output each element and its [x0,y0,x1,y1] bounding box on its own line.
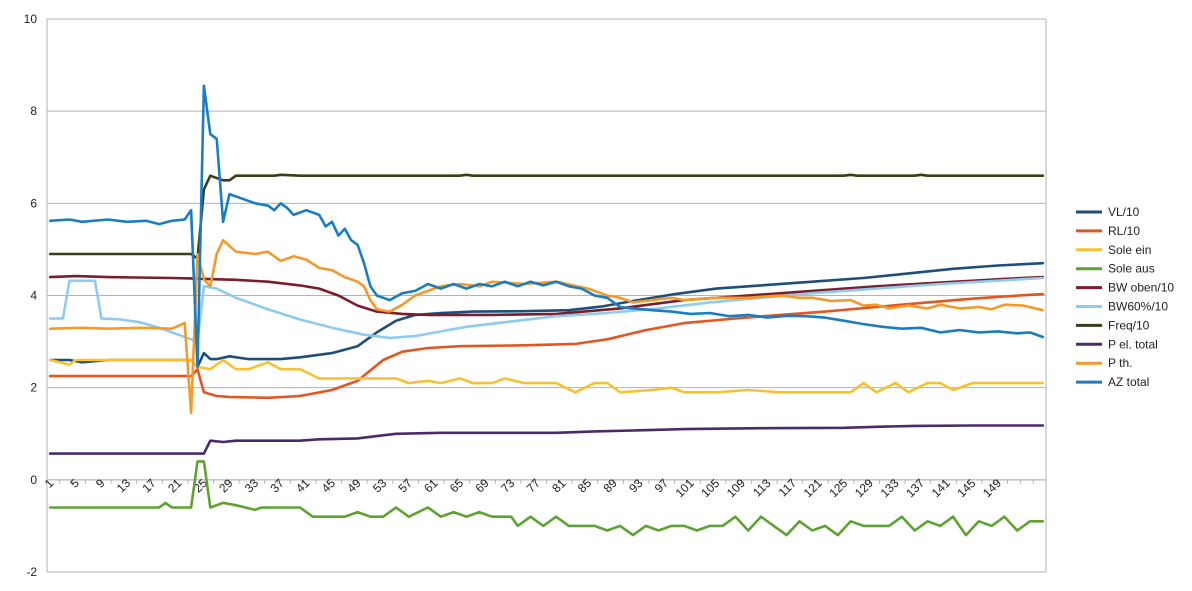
x-tick-label: 5 [67,476,82,491]
x-tick-label: 9 [93,476,108,491]
legend-label: BW oben/10 [1108,281,1174,295]
x-tick-label: 97 [652,476,672,496]
x-tick-label: 41 [293,476,313,496]
x-tick-label: 33 [242,476,262,496]
y-tick-label: 4 [30,289,37,303]
legend: VL/10 RL/10 Sole ein Sole aus BW oben/10 BW60… [1076,205,1174,389]
series-line-rl-10 [48,292,1045,400]
legend-label: P el. total [1108,337,1158,351]
y-tick-label: 2 [30,381,37,395]
legend-label: AZ total [1108,375,1149,389]
y-tick-label: 6 [30,196,37,210]
x-tick-label: 77 [524,476,544,496]
x-tick-label: 21 [165,476,185,496]
x-tick-label: 61 [421,476,441,496]
series-line-sole-aus [48,460,1045,537]
x-tick-label: 49 [344,476,364,496]
x-tick-label: 45 [319,476,339,496]
series-line-freq-10 [48,173,1045,260]
x-tick-label: 17 [139,476,159,496]
legend-label: Freq/10 [1108,318,1150,332]
series-line-az-total [48,84,1045,369]
x-tick-label: 65 [447,476,467,496]
x-tick-label: 69 [472,476,492,496]
series-lines [48,84,1045,537]
y-tick-label: 0 [30,473,37,487]
x-tick-label: 53 [370,476,390,496]
series-line-bw60-10 [48,276,1045,343]
x-tick-label: 93 [626,476,646,496]
series-line-bw-oben-10 [48,274,1045,317]
x-tick-label: 29 [216,476,236,496]
legend-label: RL/10 [1108,224,1140,238]
y-axis-ticks: -2 0 2 4 6 8 10 [24,12,38,579]
legend-label: P th. [1108,356,1132,370]
x-tick-label: 89 [601,476,621,496]
y-tick-label: -2 [26,565,37,579]
legend-label: BW60%/10 [1108,300,1168,314]
legend-label: Sole ein [1108,243,1151,257]
x-tick-label: 1 [42,476,57,491]
series-line-p-th [48,238,1045,415]
x-tick-label: 85 [575,476,595,496]
series-line-sole-ein [48,358,1045,394]
y-tick-label: 10 [24,12,38,26]
legend-label: VL/10 [1108,205,1140,219]
x-tick-label: 37 [268,476,288,496]
x-tick-label: 13 [114,476,134,496]
y-tick-label: 8 [30,104,37,118]
series-line-p-el-total [48,424,1045,455]
x-tick-label: 81 [549,476,569,496]
x-tick-label: 57 [396,476,416,496]
legend-label: Sole aus [1108,262,1155,276]
x-tick-label: 73 [498,476,518,496]
